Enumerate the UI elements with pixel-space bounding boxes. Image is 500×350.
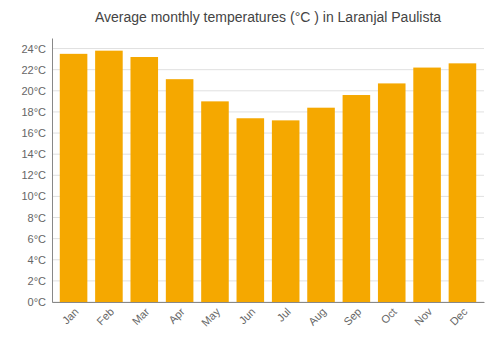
grid: [52, 49, 484, 302]
bar: [307, 108, 335, 302]
y-tick-label: 12°C: [21, 169, 46, 181]
x-tick-label: Sep: [341, 305, 363, 327]
x-tick: Sep: [341, 305, 363, 327]
bar: [378, 83, 406, 302]
x-tick-label: Dec: [447, 305, 470, 328]
y-axis: 0°C 2°C 4°C 6°C 8°C 10°C 12°C 14°C 16°C 18°C 20°C 2…: [21, 39, 52, 309]
x-axis: Jan Feb Mar Apr May Jun Jul Aug Sep Oct Nov Dec: [53, 303, 485, 329]
x-tick: Dec: [447, 305, 470, 328]
x-tick-label: Jan: [60, 305, 81, 326]
bar: [413, 68, 441, 302]
bar: [130, 57, 158, 302]
y-tick: 18°C: [21, 106, 46, 118]
y-tick-label: 24°C: [21, 43, 46, 55]
bar: [95, 51, 123, 302]
y-tick: 4°C: [28, 254, 47, 266]
y-tick-label: 16°C: [21, 127, 46, 139]
bar: [201, 101, 229, 302]
x-tick: Feb: [94, 305, 116, 327]
x-tick: Jun: [237, 305, 258, 326]
x-tick: Apr: [166, 305, 187, 326]
y-tick-label: 22°C: [21, 64, 46, 76]
x-tick-label: Mar: [130, 305, 152, 327]
y-tick-label: 14°C: [21, 148, 46, 160]
y-tick: 14°C: [21, 148, 46, 160]
y-tick-label: 10°C: [21, 190, 46, 202]
y-tick: 12°C: [21, 169, 46, 181]
x-tick-label: Apr: [166, 305, 187, 326]
y-tick: 10°C: [21, 190, 46, 202]
x-tick-label: Feb: [94, 305, 116, 327]
x-tick: Aug: [306, 305, 328, 327]
bar: [166, 79, 194, 302]
x-tick-label: Aug: [306, 305, 328, 327]
bar: [60, 54, 88, 302]
x-tick: Nov: [412, 305, 435, 328]
y-tick-label: 0°C: [28, 296, 47, 308]
x-tick: Oct: [378, 305, 399, 326]
grid-line: [52, 48, 484, 49]
y-tick: 8°C: [28, 212, 47, 224]
bar: [449, 63, 477, 302]
x-tick-label: Jun: [237, 305, 258, 326]
y-tick: 0°C: [28, 296, 47, 308]
bar: [343, 95, 371, 302]
y-tick-label: 18°C: [21, 106, 46, 118]
y-tick: 22°C: [21, 64, 46, 76]
x-tick-label: Oct: [378, 305, 399, 326]
y-axis-line: [52, 39, 53, 303]
plot: 0°C 2°C 4°C 6°C 8°C 10°C 12°C 14°C 16°C 18°C 20°C 2…: [21, 39, 484, 329]
bar: [272, 120, 300, 302]
x-axis-line: [53, 302, 485, 303]
y-tick-label: 20°C: [21, 85, 46, 97]
y-tick: 20°C: [21, 85, 46, 97]
bar: [237, 118, 265, 302]
y-tick-label: 4°C: [28, 254, 47, 266]
y-tick: 24°C: [21, 43, 46, 55]
y-tick: 6°C: [28, 233, 47, 245]
chart: 0°C 2°C 4°C 6°C 8°C 10°C 12°C 14°C 16°C 18°C 20°C 2…: [0, 0, 500, 350]
x-tick: Mar: [130, 305, 152, 327]
x-tick-label: Jul: [274, 305, 292, 323]
y-tick-label: 2°C: [28, 275, 47, 287]
y-tick-label: 6°C: [28, 233, 47, 245]
x-tick: Jul: [274, 305, 292, 323]
title: Average monthly temperatures (°C ) in La…: [95, 9, 441, 25]
x-tick-label: Nov: [412, 305, 435, 328]
x-tick: May: [199, 305, 223, 329]
x-tick: Jan: [60, 305, 81, 326]
bars: [60, 51, 476, 302]
x-tick-label: May: [199, 305, 223, 329]
y-tick: 2°C: [28, 275, 47, 287]
y-tick: 16°C: [21, 127, 46, 139]
y-tick-label: 8°C: [28, 212, 47, 224]
